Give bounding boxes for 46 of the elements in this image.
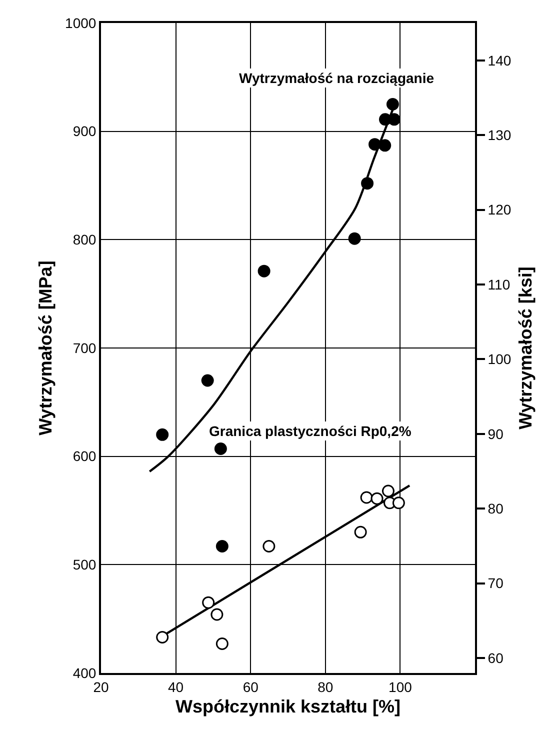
y2-tick-label: 80 — [488, 500, 504, 517]
point — [262, 540, 276, 552]
y-tick-label: 600 — [72, 448, 96, 464]
point — [382, 484, 394, 498]
point — [156, 428, 169, 441]
x-tick-label: 40 — [168, 678, 184, 695]
x-tick-label: 80 — [318, 678, 334, 695]
y-tick-label: 400 — [72, 664, 96, 681]
point — [210, 608, 224, 621]
y2-tick-label: 140 — [488, 52, 512, 68]
y2-tick-label: 110 — [488, 276, 510, 292]
point — [360, 491, 373, 504]
y-tick-label: 1000 — [65, 14, 96, 31]
point — [348, 232, 361, 245]
x-axis-title: Współczynnik kształtu [%] — [175, 696, 401, 716]
y-tick-label: 800 — [72, 232, 96, 248]
y2-tick-label: 130 — [488, 126, 512, 143]
point — [214, 442, 227, 455]
y-tick-label: 700 — [72, 340, 96, 356]
point — [216, 540, 228, 552]
x-tick-label: 60 — [242, 678, 259, 695]
x-tick-label: 100 — [388, 678, 412, 695]
point — [392, 496, 405, 510]
y2-axis-title: Wytrzymałość [ksi] — [515, 266, 536, 430]
point — [361, 177, 374, 190]
annotation: Wytrzymałość na rozciąganie — [239, 70, 434, 86]
y2-tick-label: 100 — [488, 351, 512, 368]
y2-tick-label: 120 — [488, 202, 512, 218]
y2-tick-label: 70 — [488, 575, 504, 592]
point — [216, 638, 228, 650]
point — [354, 526, 367, 538]
point — [378, 139, 392, 152]
y2-tick-label: 90 — [488, 426, 504, 442]
point — [370, 492, 384, 505]
y2-tick-label: 60 — [488, 650, 504, 666]
point — [202, 596, 215, 609]
y-axis-title: Wytrzymałość [MPa] — [36, 260, 56, 436]
y-tick-label: 500 — [72, 556, 96, 573]
point — [368, 138, 382, 151]
annotation: Granica plastyczności Rp0,2% — [209, 423, 412, 439]
point — [258, 264, 270, 278]
x-tick-label: 20 — [93, 678, 109, 695]
point — [156, 631, 169, 644]
y-tick-label: 900 — [72, 123, 96, 140]
point — [201, 374, 214, 387]
point — [386, 98, 399, 110]
